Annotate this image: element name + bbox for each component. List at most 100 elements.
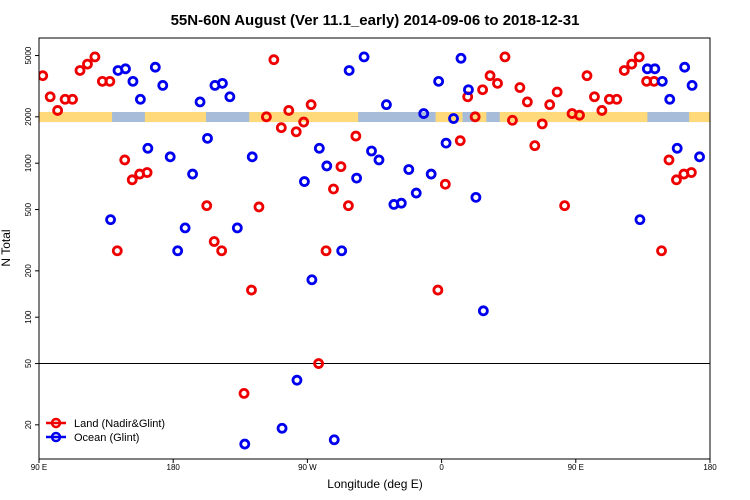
ocean-point [276, 422, 288, 434]
land-point [104, 75, 116, 87]
land-point [350, 130, 362, 142]
x-tick-label: 90 W [298, 463, 317, 472]
land-point [536, 118, 548, 130]
ocean-point [239, 438, 251, 450]
ocean-point [336, 245, 348, 257]
y-tick-label: 2000 [24, 107, 33, 125]
land-point [551, 86, 563, 98]
land-point [39, 70, 49, 82]
land-point [618, 65, 630, 76]
ocean-point [373, 154, 385, 166]
land-point [596, 105, 608, 116]
land-point [298, 116, 310, 128]
land-point [484, 70, 496, 82]
ocean-point [105, 214, 116, 226]
land-point [268, 54, 280, 66]
x-tick-label: 180 [703, 463, 717, 472]
x-tick-label: 90 E [568, 463, 584, 472]
legend-land-label: Land (Nadir&Glint) [74, 418, 165, 430]
y-axis-label: N Total [0, 229, 13, 266]
land-point [589, 91, 600, 103]
ocean-point [418, 108, 430, 119]
ocean-point [157, 79, 169, 91]
ocean-point [164, 151, 176, 163]
ocean-point [321, 160, 333, 172]
land-point [343, 200, 354, 212]
band-land-segment [39, 111, 113, 123]
y-tick-label: 5000 [24, 46, 33, 64]
ocean-point [649, 63, 661, 75]
land-point [514, 82, 526, 93]
land-point [82, 58, 93, 70]
land-point [521, 96, 533, 108]
land-point [671, 174, 682, 186]
land-point [477, 84, 489, 96]
ocean-point [686, 79, 698, 91]
land-point [52, 105, 64, 116]
ocean-point [351, 172, 363, 184]
land-point [507, 114, 518, 126]
x-tick-label: 90 E [31, 463, 47, 472]
ocean-point [395, 197, 407, 209]
land-point [141, 167, 153, 178]
ocean-point [291, 374, 303, 386]
land-point [74, 65, 86, 76]
land-point [216, 245, 228, 257]
ocean-point [231, 222, 243, 234]
land-point [633, 51, 645, 63]
land-point [626, 58, 638, 70]
y-tick-label: 500 [24, 202, 33, 216]
ocean-point [381, 99, 392, 111]
land-point [201, 200, 213, 212]
series-ocean [105, 51, 705, 450]
ocean-point [664, 93, 676, 105]
y-tick-label: 20 [24, 420, 33, 429]
ocean-point [306, 274, 318, 286]
land-point [320, 245, 332, 257]
land-point [238, 387, 250, 399]
land-point [246, 284, 257, 296]
land-point [469, 111, 481, 123]
x-tick-label: 0 [439, 463, 444, 472]
series-land [39, 51, 697, 399]
ocean-point [179, 222, 191, 234]
ocean-point [671, 142, 683, 154]
ocean-point [328, 434, 340, 446]
ocean-point [410, 187, 422, 199]
ocean-point [246, 151, 258, 163]
ocean-point [656, 75, 668, 87]
land-point [656, 245, 667, 257]
land-point [574, 109, 585, 121]
y-axis: 20 50 100 200 500 1000 2000 5000 [24, 46, 39, 429]
ocean-point [477, 305, 489, 317]
plot-frame [38, 37, 711, 460]
y-tick-label: 200 [24, 264, 33, 278]
land-point [559, 200, 571, 212]
x-axis: 90 E 180 90 W 0 90 E 180 [31, 459, 717, 472]
ocean-point [448, 113, 459, 124]
legend: Land (Nadir&Glint) Ocean (Glint) [46, 417, 165, 444]
land-point [685, 167, 697, 178]
land-point [89, 51, 101, 63]
legend-ocean-marker [50, 431, 62, 443]
ocean-point [343, 65, 355, 76]
land-point [492, 77, 503, 89]
land-point [111, 245, 123, 257]
land-point [275, 122, 287, 134]
y-tick-label: 1000 [24, 154, 33, 172]
band-ocean [39, 111, 710, 123]
chart-title: 55N-60N August (Ver 11.1_early) 2014-09-… [171, 12, 580, 29]
x-axis-label: Longitude (deg E) [327, 477, 422, 491]
land-point [313, 358, 324, 369]
land-point [119, 154, 131, 166]
ocean-point [202, 132, 213, 144]
land-point [581, 70, 593, 82]
land-point [67, 93, 78, 105]
data-points [39, 51, 705, 450]
ocean-point [149, 61, 161, 73]
legend-land-marker [50, 417, 62, 429]
land-point [305, 99, 317, 111]
band-land-segment [689, 111, 710, 123]
land-point [439, 178, 451, 190]
